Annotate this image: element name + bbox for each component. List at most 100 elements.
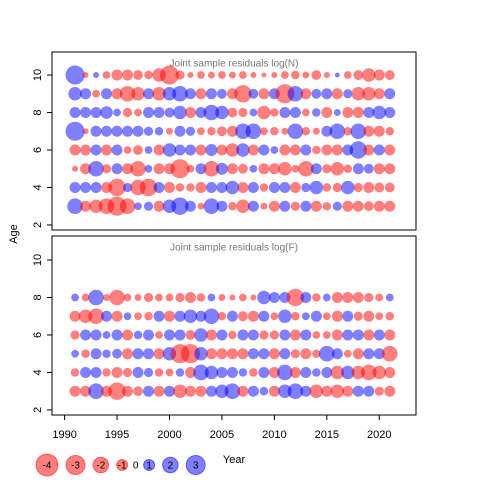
- bubble: [258, 163, 270, 175]
- bubble: [361, 364, 377, 381]
- bubble: [90, 366, 102, 378]
- bubble: [268, 366, 280, 378]
- bubble: [363, 144, 375, 156]
- bubble: [111, 366, 123, 378]
- bubble: [281, 127, 289, 135]
- bubble: [224, 383, 241, 399]
- bubble: [373, 144, 385, 156]
- x-axis-label: Year: [223, 454, 246, 466]
- bubble: [111, 163, 123, 175]
- bubble: [112, 348, 122, 359]
- bubble: [80, 88, 92, 100]
- bubble: [381, 345, 398, 362]
- bubble: [215, 105, 229, 120]
- legend-bubble: [116, 459, 129, 471]
- bubble: [218, 294, 226, 301]
- bubble: [280, 71, 289, 79]
- bubble: [353, 311, 363, 321]
- bubble: [331, 88, 343, 100]
- bubble: [312, 127, 320, 135]
- bubble: [102, 71, 111, 79]
- bubble: [321, 144, 333, 156]
- bubble: [309, 180, 324, 195]
- bubble: [373, 163, 385, 175]
- bubble: [65, 121, 85, 141]
- bubble: [132, 125, 144, 137]
- bubble: [268, 200, 280, 212]
- bubble: [122, 163, 134, 175]
- bubble: [331, 329, 343, 341]
- bubble: [278, 161, 292, 176]
- bubble: [197, 127, 205, 136]
- bubble: [342, 310, 354, 322]
- legend-label: -4: [43, 461, 52, 472]
- bubble: [109, 289, 125, 306]
- bubble: [384, 70, 395, 80]
- bubble: [238, 107, 248, 118]
- bubble: [88, 308, 104, 325]
- bubble: [279, 107, 291, 119]
- bubble: [349, 141, 368, 159]
- bubble: [352, 163, 364, 175]
- bubble: [92, 89, 100, 98]
- bubble: [237, 181, 249, 193]
- bubble: [363, 125, 375, 137]
- bubble: [237, 385, 249, 397]
- bubble: [194, 328, 208, 342]
- bubble: [237, 163, 248, 174]
- bubble: [68, 87, 82, 101]
- bubble: [279, 181, 291, 193]
- bubble: [172, 86, 188, 102]
- bubble: [143, 88, 155, 100]
- bubble: [69, 310, 81, 322]
- bubble: [81, 349, 90, 358]
- bubble: [108, 382, 126, 400]
- bubble: [130, 160, 146, 177]
- legend-label: -1: [118, 461, 127, 472]
- bubble: [268, 181, 280, 193]
- bubble: [134, 312, 142, 321]
- x-tick-label: 2000: [157, 429, 181, 441]
- legend-bubble: [35, 453, 59, 477]
- bubble: [185, 330, 196, 340]
- bubble: [184, 200, 196, 212]
- bubble: [234, 85, 252, 103]
- bubble: [248, 88, 259, 99]
- bubble: [342, 200, 354, 212]
- x-tick-label: 1995: [105, 429, 129, 441]
- bubble: [215, 384, 229, 398]
- bubble: [300, 291, 312, 303]
- bubble: [101, 125, 113, 137]
- y-tick-label: 10: [32, 254, 44, 266]
- bubble: [154, 368, 164, 377]
- bubble: [204, 365, 219, 380]
- bubble: [227, 107, 238, 118]
- bubble: [331, 144, 343, 156]
- bubble: [187, 72, 194, 79]
- bubble: [312, 145, 321, 155]
- bubble: [322, 183, 332, 192]
- bubble: [323, 72, 330, 79]
- bubble: [375, 293, 384, 302]
- bubble: [80, 181, 92, 193]
- bubble: [384, 329, 396, 341]
- bubble: [88, 160, 104, 177]
- bubble: [384, 182, 395, 193]
- y-tick-label: 8: [32, 109, 44, 115]
- bubble: [385, 311, 395, 321]
- x-tick-label: 2005: [210, 429, 234, 441]
- bubble: [228, 71, 236, 79]
- bubble: [90, 144, 102, 156]
- y-tick-label: 8: [32, 294, 44, 300]
- bubble: [122, 385, 134, 397]
- bubble: [185, 126, 196, 136]
- y-tick-label: 2: [32, 222, 44, 228]
- bubble: [270, 108, 279, 117]
- bubble: [289, 181, 301, 193]
- bubble: [289, 329, 301, 341]
- bubble: [247, 348, 259, 360]
- bubble: [155, 331, 163, 339]
- bubble: [139, 178, 158, 197]
- bubble: [93, 72, 100, 79]
